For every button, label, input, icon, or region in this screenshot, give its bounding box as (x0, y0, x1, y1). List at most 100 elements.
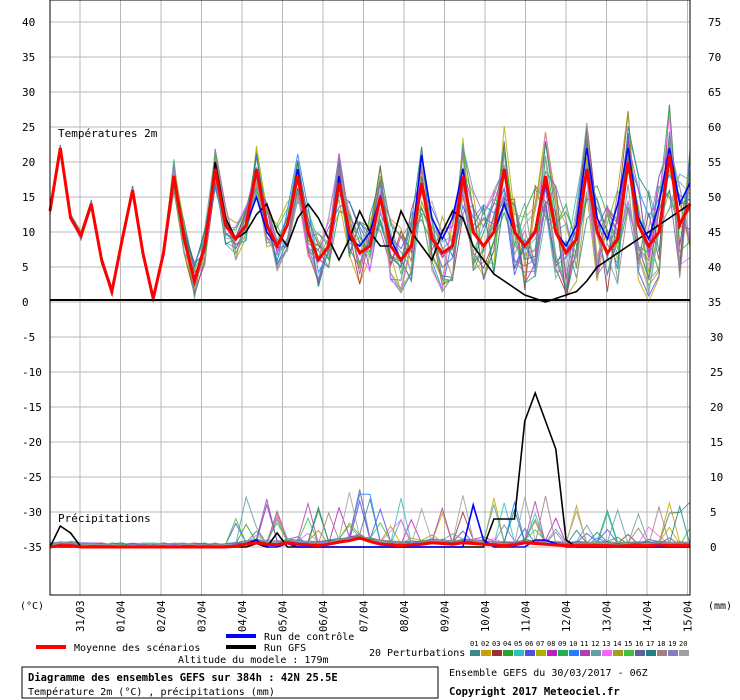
main-series (48, 147, 692, 549)
perturbation-id: 17 (646, 640, 654, 648)
perturbation-swatch (635, 650, 645, 656)
perturbations-legend: 01 02 03 04 05 06 07 08 09 10 11 12 13 14 15 16 17 18 19 20 (470, 640, 689, 656)
precip-y-tick-right: 10 (710, 471, 723, 484)
temp-y-tick-left: 20 (22, 156, 35, 169)
perturbation-id: 05 (514, 640, 522, 648)
x-date-label: 12/04 (561, 600, 573, 632)
perturbation-swatch (503, 650, 513, 656)
temp-y-tick-left: 25 (22, 121, 35, 134)
plot-frame (49, 0, 691, 596)
temp-y-tick-right: 45 (708, 226, 721, 239)
legend-mean-label: Moyenne des scénarios (74, 642, 200, 654)
perturbation-swatch (514, 650, 524, 656)
temp-y-tick-left: 30 (22, 86, 35, 99)
perturbation-swatch (679, 650, 689, 656)
chart-grid (50, 0, 690, 595)
perturbation-swatch (558, 650, 568, 656)
footer-run: Ensemble GEFS du 30/03/2017 - 06Z (449, 668, 648, 679)
precip-y-tick-left: -30 (22, 506, 42, 519)
temperature-panel-title: Températures 2m (58, 127, 158, 140)
x-date-label: 02/04 (156, 600, 168, 632)
perturbation-swatch (569, 650, 579, 656)
perturbation-swatch (668, 650, 678, 656)
perturbation-id: 19 (668, 640, 676, 648)
perturbation-id: 11 (580, 640, 588, 648)
legend-gfs-label: Run GFS (264, 643, 306, 654)
x-date-label: 15/04 (683, 600, 695, 632)
temp-y-tick-right: 70 (708, 51, 721, 64)
footer-subtitle: Température 2m (°C) , précipitations (mm… (28, 686, 275, 698)
x-date-label: 11/04 (521, 600, 533, 632)
x-date-label: 01/04 (116, 600, 128, 632)
temp-y-tick-right: 40 (708, 261, 721, 274)
temp-y-tick-left: 5 (22, 261, 29, 274)
temp-y-tick-right: 75 (708, 16, 721, 29)
precip-y-tick-left: -5 (22, 331, 35, 344)
footer-title: Diagramme des ensembles GEFS sur 384h : … (28, 672, 338, 684)
precip-series-line (49, 536, 690, 549)
precip-y-tick-right: 30 (710, 331, 723, 344)
precip-y-tick-right: 0 (710, 541, 717, 554)
perturbation-swatch (580, 650, 590, 656)
x-date-label: 05/04 (278, 600, 290, 632)
perturbation-id: 08 (547, 640, 555, 648)
precip-y-tick-left: -20 (22, 436, 42, 449)
x-date-label: 14/04 (642, 600, 654, 632)
chart-axes (49, 0, 691, 596)
x-date-label: 07/04 (359, 600, 371, 632)
footer-copyright: Copyright 2017 Meteociel.fr (449, 686, 620, 698)
perturbation-swatch (536, 650, 546, 656)
temp-y-tick-left: 35 (22, 51, 35, 64)
perturbation-swatch (646, 650, 656, 656)
perturbation-swatch (602, 650, 612, 656)
precip-y-tick-right: 20 (710, 401, 723, 414)
perturbation-id: 10 (569, 640, 577, 648)
precip-panel-title: Précipitations (58, 512, 151, 525)
temp-y-tick-right: 60 (708, 121, 721, 134)
x-date-label: 10/04 (480, 600, 492, 632)
perturbation-id: 14 (613, 640, 621, 648)
perturbation-id: 01 (470, 640, 478, 648)
perturbation-id: 04 (503, 640, 511, 648)
right-unit-label: (mm) (708, 601, 732, 612)
perturbation-swatch (657, 650, 667, 656)
x-date-label: 13/04 (602, 600, 614, 632)
temp-y-tick-left: 40 (22, 16, 35, 29)
perturbation-swatch (613, 650, 623, 656)
left-unit-label: (°C) (20, 601, 44, 612)
x-date-label: 09/04 (440, 600, 452, 632)
perturbation-id: 13 (602, 640, 610, 648)
precip-perturbation-line (49, 489, 691, 548)
x-date-label: 06/04 (318, 600, 330, 632)
perturbation-swatch (481, 650, 491, 656)
perturbation-id: 07 (536, 640, 544, 648)
precip-y-tick-right: 25 (710, 366, 723, 379)
temp-series-line (48, 147, 692, 299)
perturbation-swatch (624, 650, 634, 656)
perturbation-id: 12 (591, 640, 599, 648)
precip-y-tick-left: -10 (22, 366, 42, 379)
x-date-label: 04/04 (237, 600, 249, 632)
perturbation-swatch (547, 650, 557, 656)
x-date-label: 03/04 (197, 600, 209, 632)
temp-y-tick-right: 65 (708, 86, 721, 99)
perturbation-id: 03 (492, 640, 500, 648)
perturbation-id: 20 (679, 640, 687, 648)
temp-y-tick-right: 50 (708, 191, 721, 204)
x-date-label: 31/03 (75, 600, 87, 632)
precip-y-tick-left: -35 (22, 541, 42, 554)
precip-y-tick-left: -15 (22, 401, 42, 414)
perturbations-label: 20 Perturbations (369, 648, 465, 659)
perturbation-id: 09 (558, 640, 566, 648)
perturbation-id: 02 (481, 640, 489, 648)
temp-y-tick-right: 55 (708, 156, 721, 169)
perturbation-id: 15 (624, 640, 632, 648)
precip-y-tick-left: -25 (22, 471, 42, 484)
temp-y-tick-left: 10 (22, 226, 35, 239)
precip-y-tick-right: 5 (710, 506, 717, 519)
footer-box (21, 666, 439, 699)
perturbation-id: 18 (657, 640, 665, 648)
